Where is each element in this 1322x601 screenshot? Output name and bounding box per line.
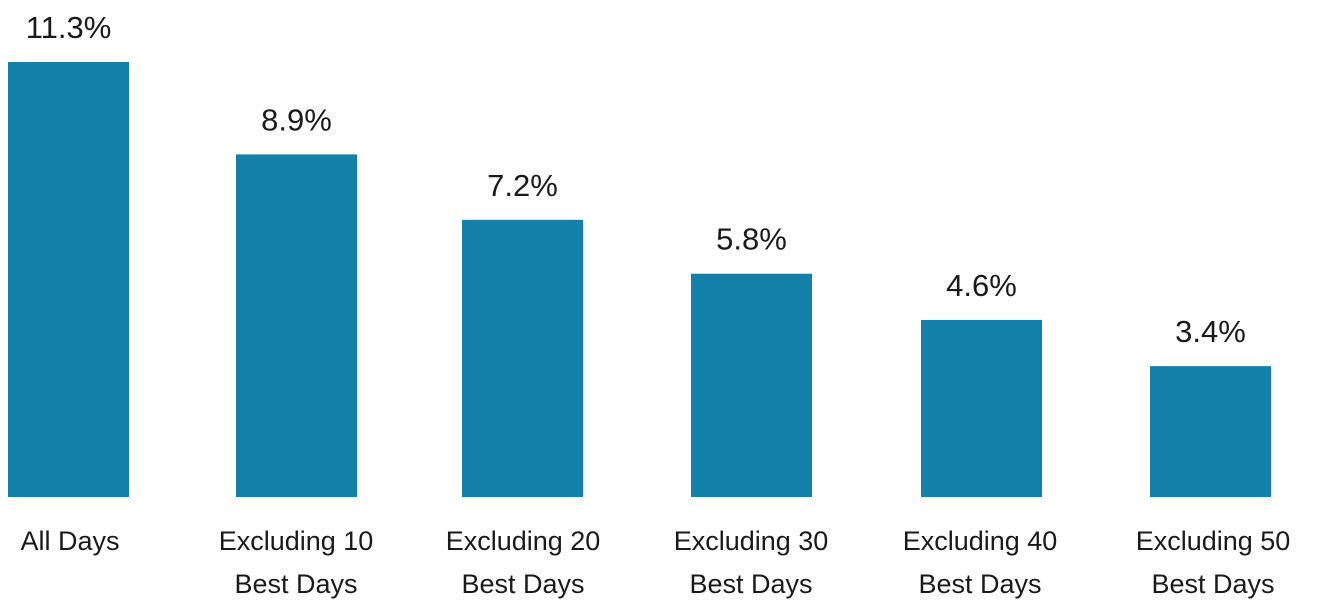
category-label-3-line-2: Best Days [461, 569, 584, 599]
category-label-2-line-2: Best Days [234, 569, 357, 599]
bar-1 [8, 62, 129, 497]
data-label-1: 11.3% [26, 10, 112, 45]
category-label-4-line-2: Best Days [689, 569, 812, 599]
data-label-4: 5.8% [716, 222, 787, 257]
bar-3 [462, 219, 583, 498]
bar-4 [691, 273, 812, 497]
bar-2 [236, 154, 357, 497]
category-label-5-line-1: Excluding 40 [903, 526, 1058, 556]
category-label-2-line-1: Excluding 10 [219, 526, 374, 556]
category-label-3-line-1: Excluding 20 [446, 526, 601, 556]
data-label-2: 8.9% [261, 102, 332, 137]
category-label-6-line-2: Best Days [1151, 569, 1274, 599]
category-label-5-line-2: Best Days [918, 569, 1041, 599]
category-label-4-line-1: Excluding 30 [674, 526, 829, 556]
category-label-6-line-1: Excluding 50 [1136, 526, 1291, 556]
bar-5 [921, 319, 1042, 497]
data-label-3: 7.2% [487, 168, 558, 203]
category-label-1-line-1: All Days [20, 526, 119, 556]
data-label-5: 4.6% [946, 268, 1017, 303]
bar-6 [1150, 366, 1271, 497]
data-label-6: 3.4% [1175, 314, 1246, 349]
